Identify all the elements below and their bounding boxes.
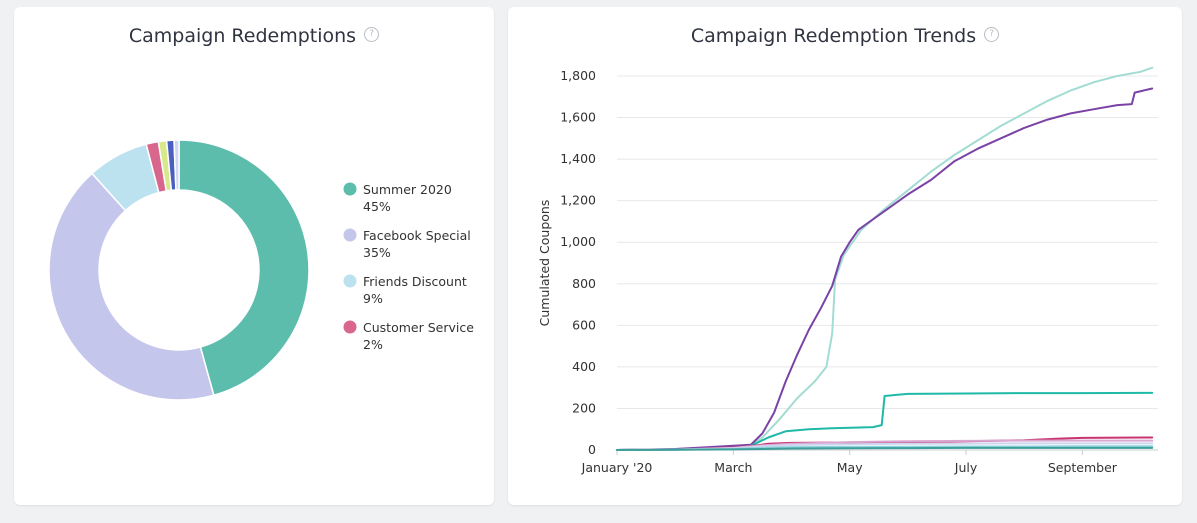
y-tick-label: 1,400 <box>560 151 596 166</box>
y-tick-label: 0 <box>588 442 596 457</box>
legend-percent: 45% <box>363 199 391 214</box>
donut-slice-0[interactable] <box>178 139 310 397</box>
x-tick-label: March <box>714 460 752 475</box>
y-tick-label: 1,000 <box>560 234 596 249</box>
campaign-redemptions-title-text: Campaign Redemptions <box>128 25 357 47</box>
legend-item[interactable]: Facebook Special 35% <box>343 228 471 260</box>
help-icon[interactable]: ? <box>984 27 1000 42</box>
x-tick-label: September <box>1048 460 1118 475</box>
legend-percent: 9% <box>363 291 383 306</box>
x-tick-label: May <box>837 460 863 475</box>
campaign-redemption-trends-title-text: Campaign Redemption Trends <box>690 25 977 47</box>
donut-chart: Summer 2020 45% Facebook Special 35% Friends… <box>48 139 475 401</box>
y-axis-label: Cumulated Coupons <box>537 200 552 327</box>
y-tick-label: 800 <box>572 276 596 291</box>
legend-swatch <box>343 228 357 242</box>
campaign-redemption-trends-title: Campaign Redemption Trends? <box>508 25 1182 47</box>
legend-swatch <box>343 274 357 288</box>
y-tick-label: 600 <box>572 317 596 332</box>
campaign-redemptions-card: Campaign Redemptions? Summer 2020 45% Face… <box>14 7 494 505</box>
y-tick-label: 1,200 <box>560 193 596 208</box>
x-tick-label: January '20 <box>581 460 653 475</box>
legend-label: Customer Service <box>363 320 474 335</box>
y-tick-label: 1,800 <box>560 68 596 83</box>
x-tick-label: July <box>954 460 978 475</box>
line-chart: 0 200 400 600 800 1,000 1,200 1,400 1,600 1,800 Ja… <box>537 66 1158 475</box>
campaign-redemption-trends-card: Campaign Redemption Trends? 0 200 400 600 80… <box>508 7 1182 505</box>
donut-slice-1[interactable] <box>48 172 215 401</box>
legend-swatch <box>343 320 357 334</box>
legend-swatch <box>343 182 357 196</box>
legend-item[interactable]: Customer Service 2% <box>343 320 475 352</box>
y-tick-label: 1,600 <box>560 110 596 125</box>
legend-percent: 2% <box>363 337 383 352</box>
y-tick-label: 200 <box>572 400 596 415</box>
legend-item[interactable]: Friends Discount 9% <box>343 274 467 306</box>
legend-label: Facebook Special <box>363 228 471 243</box>
series-line-7[interactable] <box>616 446 1154 451</box>
y-tick-label: 400 <box>572 359 596 374</box>
legend-label: Friends Discount <box>363 274 467 289</box>
legend-percent: 35% <box>363 245 391 260</box>
help-icon[interactable]: ? <box>364 27 380 42</box>
campaign-redemptions-title: Campaign Redemptions? <box>14 25 494 47</box>
donut-slice-6[interactable] <box>173 139 180 191</box>
series-line-1[interactable] <box>616 87 1154 451</box>
legend-label: Summer 2020 <box>363 182 452 197</box>
legend-item[interactable]: Summer 2020 45% <box>343 182 452 214</box>
